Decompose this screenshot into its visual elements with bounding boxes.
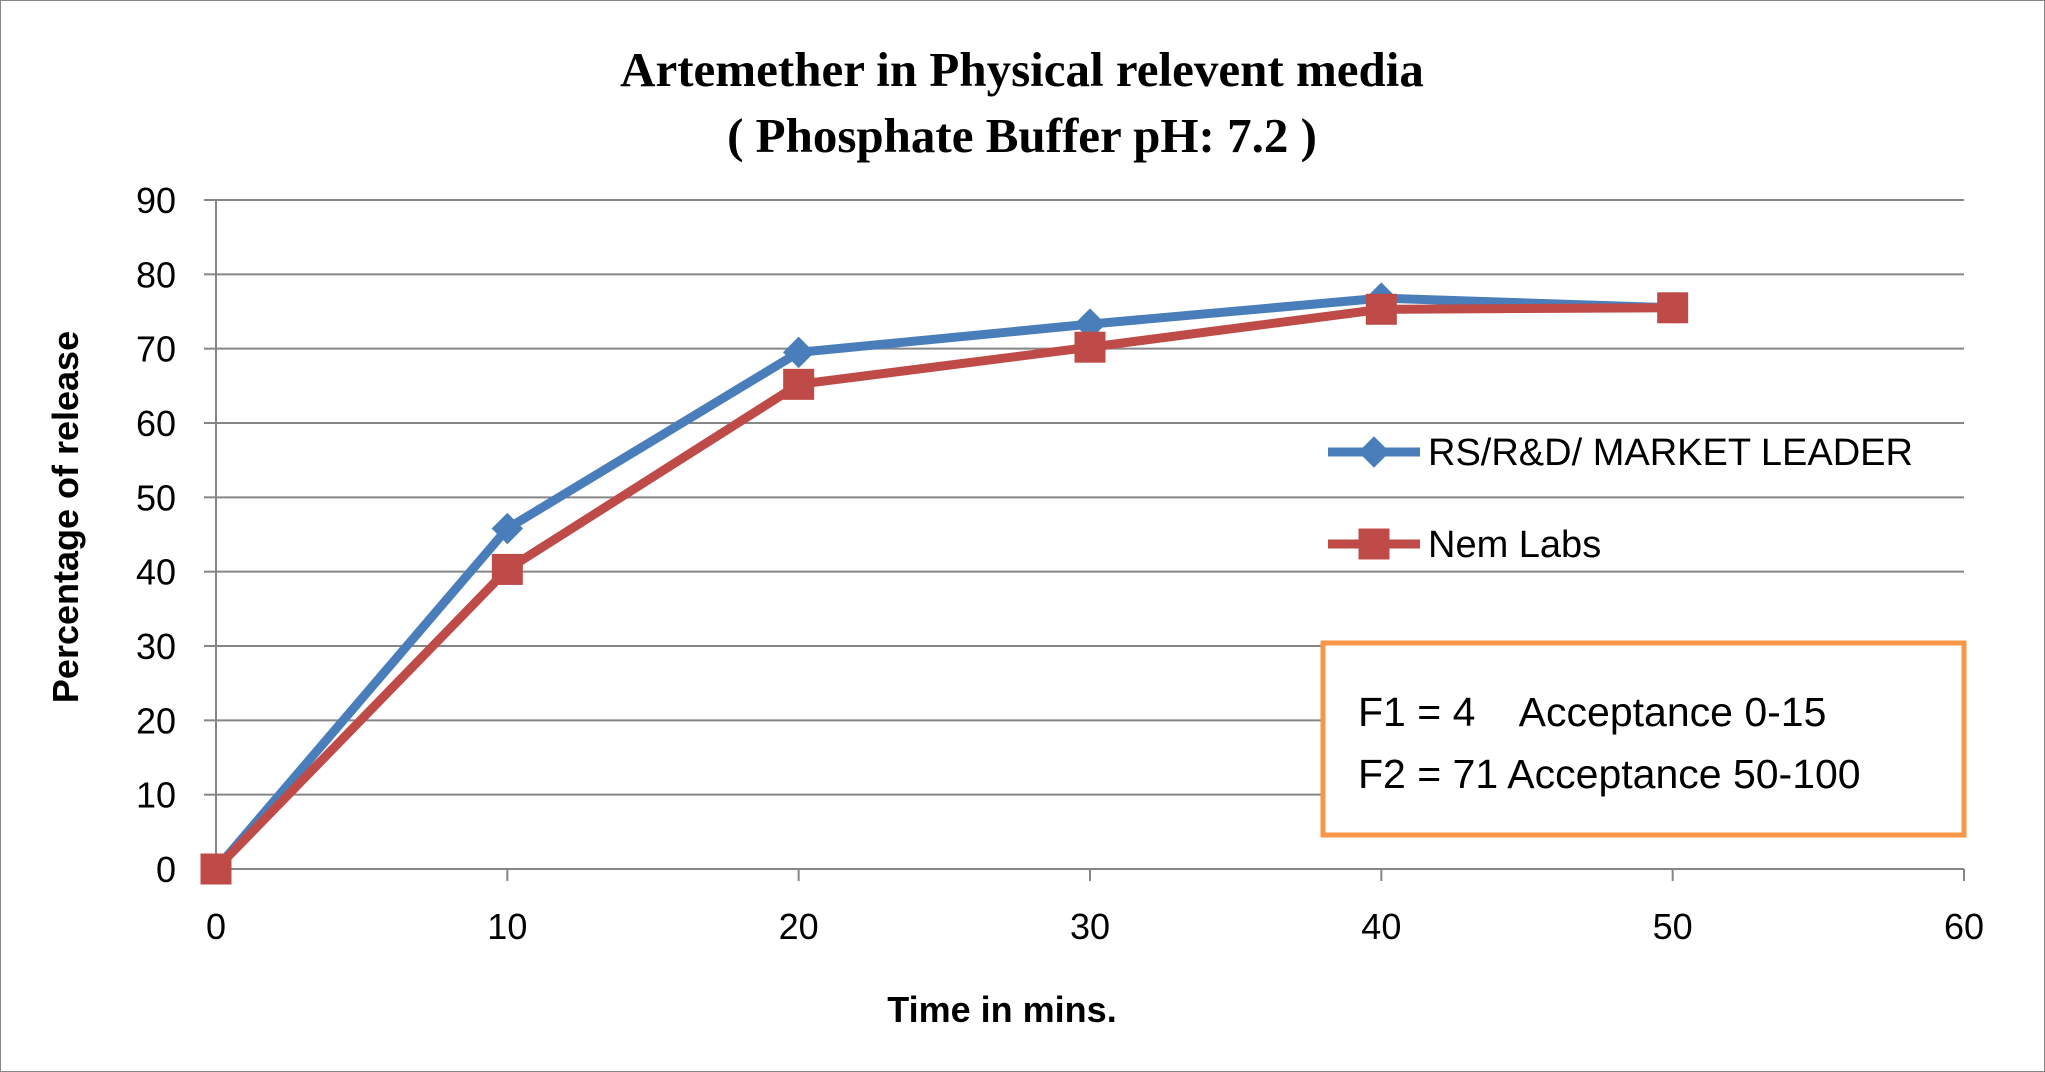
chart-title: Artemether in Physical relevent media (620, 42, 1424, 97)
x-tick-label: 10 (487, 906, 527, 947)
legend-marker (1358, 528, 1390, 560)
x-tick-label: 20 (779, 906, 819, 947)
annotation-line-1: F1 = 4 Acceptance 0-15 (1358, 689, 1826, 735)
annotation-line-2: F2 = 71 Acceptance 50-100 (1358, 751, 1861, 797)
series-1 (200, 292, 1689, 885)
x-tick-label: 40 (1361, 906, 1401, 947)
series-line (212, 303, 1673, 873)
x-tick-label: 30 (1070, 906, 1110, 947)
data-point (1657, 292, 1689, 324)
series (200, 282, 1689, 885)
data-point (782, 336, 815, 369)
y-tick-label: 40 (136, 552, 176, 593)
series-line (212, 293, 1673, 872)
y-tick-label: 80 (136, 254, 176, 295)
data-point (1074, 331, 1106, 363)
legend-label: Nem Labs (1428, 524, 1601, 566)
chart-subtitle: ( Phosphate Buffer pH: 7.2 ) (727, 108, 1317, 163)
y-tick-label: 70 (136, 329, 176, 370)
tick-labels: 0 10 20 30 40 50 60 70 80 90 0 10 20 30 40 50 60 (136, 180, 1984, 947)
y-tick-label: 50 (136, 477, 176, 518)
y-tick-label: 10 (136, 775, 176, 816)
data-point (1365, 293, 1397, 325)
legend-item-1: Nem Labs (1328, 524, 1601, 566)
annotation-border (1320, 640, 1967, 838)
x-tick-label: 60 (1944, 906, 1984, 947)
x-tick-label: 0 (206, 906, 226, 947)
legend-item-0: RS/R&D/ MARKET LEADER (1328, 432, 1913, 474)
y-tick-label: 30 (136, 626, 176, 667)
data-point (491, 512, 524, 545)
legend-label: RS/R&D/ MARKET LEADER (1428, 432, 1913, 474)
legend: RS/R&D/ MARKET LEADER Nem Labs (1328, 432, 1913, 566)
data-point (783, 368, 815, 400)
y-axis-title: Percentage of release (45, 331, 86, 703)
data-point (491, 553, 523, 585)
annotation-box: F1 = 4 Acceptance 0-15 F2 = 71 Acceptanc… (1320, 640, 1967, 838)
y-tick-label: 90 (136, 180, 176, 221)
x-tick-label: 50 (1653, 906, 1693, 947)
y-tick-label: 60 (136, 403, 176, 444)
x-axis-title: Time in mins. (887, 989, 1116, 1030)
y-tick-label: 0 (156, 849, 176, 890)
legend-marker (1358, 436, 1390, 468)
y-tick-label: 20 (136, 700, 176, 741)
data-point (200, 853, 232, 885)
